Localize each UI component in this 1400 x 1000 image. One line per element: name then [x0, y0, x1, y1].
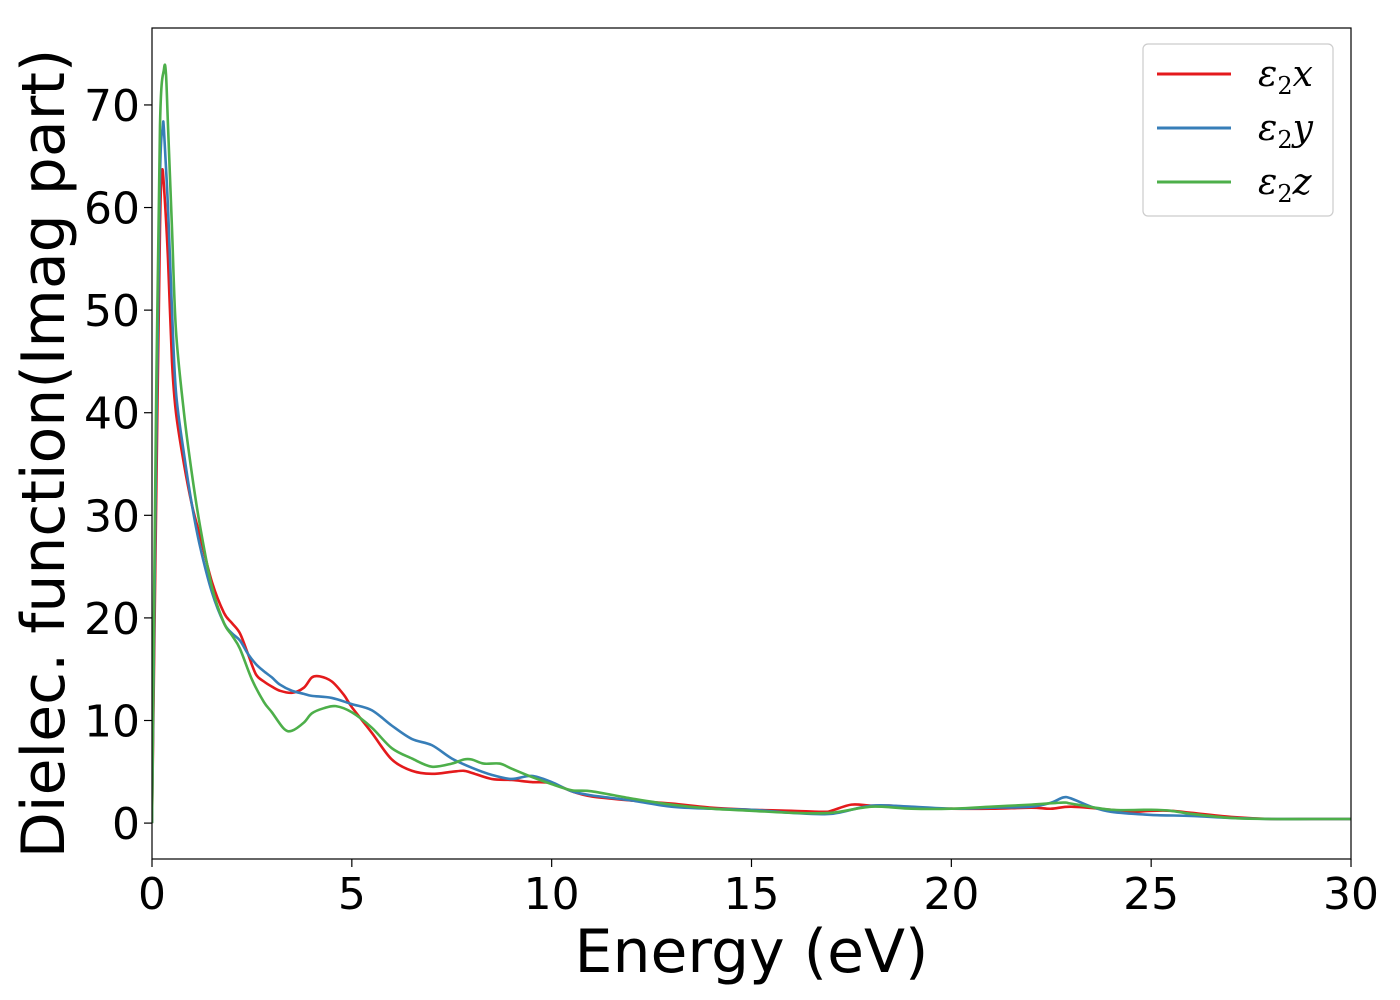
y-tick-label: 40	[84, 389, 140, 440]
x-tick-label: 30	[1323, 869, 1379, 920]
x-tick-label: 20	[923, 869, 979, 920]
y-axis-label: Dielec. function(Imag part)	[9, 49, 79, 859]
y-tick-label: 60	[84, 184, 140, 235]
y-axis: 0 10 20 30 40 50 60 70	[84, 81, 152, 850]
series-layer	[152, 63, 1351, 824]
y-tick-label: 20	[84, 594, 140, 645]
y-tick-label: 70	[84, 81, 140, 132]
x-tick-label: 5	[338, 869, 366, 920]
series-line-z	[152, 63, 1351, 824]
y-tick-label: 0	[112, 799, 140, 850]
x-tick-label: 25	[1123, 869, 1179, 920]
legend-box	[1142, 43, 1334, 217]
y-tick-label: 50	[84, 286, 140, 337]
legend-label-z: ε2z	[1258, 162, 1313, 208]
x-axis: 0 5 10 15 20 25 30	[138, 859, 1379, 920]
legend-label-y: ε2y	[1258, 108, 1314, 154]
y-tick-label: 10	[84, 697, 140, 748]
y-tick-label: 30	[84, 491, 140, 542]
x-tick-label: 0	[138, 869, 166, 920]
legend-label-x: ε2x	[1258, 54, 1313, 100]
series-line-y	[152, 120, 1351, 824]
legend: ε2x ε2y ε2z	[1142, 43, 1334, 217]
series-line-x	[152, 168, 1351, 824]
x-axis-label: Energy (eV)	[575, 917, 929, 987]
x-tick-label: 10	[524, 869, 580, 920]
x-tick-label: 15	[724, 869, 780, 920]
